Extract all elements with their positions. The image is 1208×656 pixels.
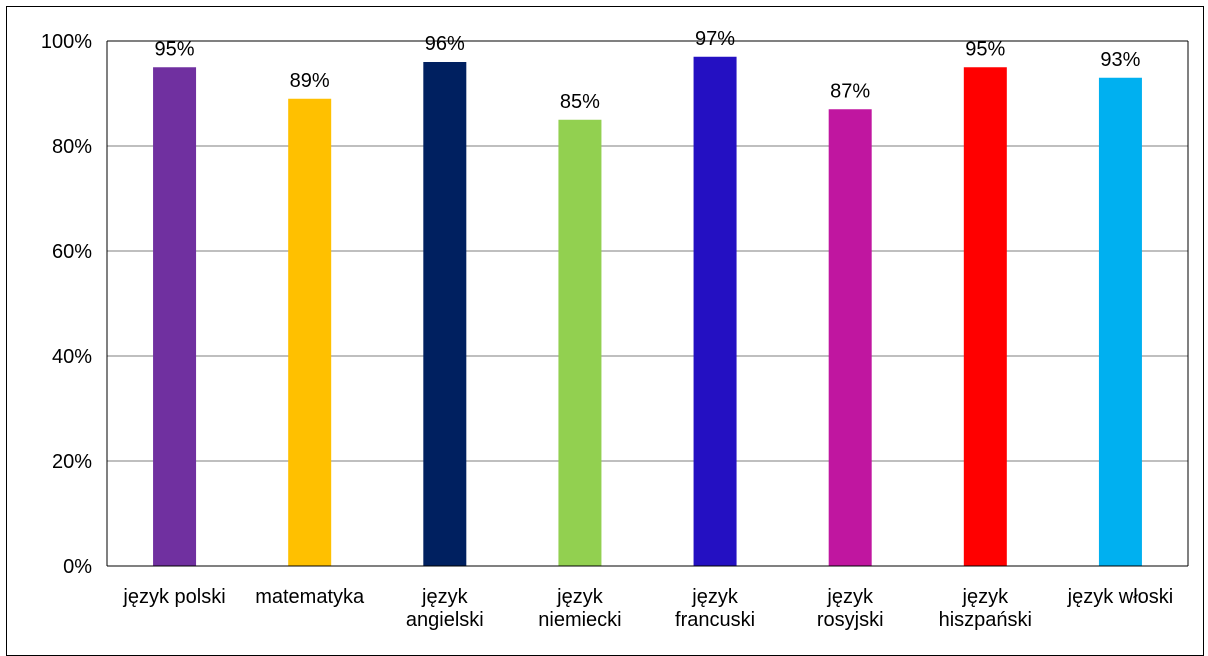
data-label: 93%: [1100, 49, 1140, 71]
bar: [423, 62, 467, 566]
y-tick-label: 20%: [52, 451, 92, 473]
x-tick-label: język polski: [122, 586, 225, 608]
bar: [963, 67, 1007, 566]
gridlines: [107, 40, 1188, 462]
bar: [558, 119, 602, 566]
bar: [828, 109, 872, 566]
bar: [288, 98, 332, 566]
data-label: 89%: [290, 70, 330, 92]
x-tick-label: język angielski: [406, 586, 484, 631]
x-tick-label: matematyka: [255, 586, 365, 608]
y-tick-label: 60%: [52, 241, 92, 263]
x-tick-label: język francuski: [675, 586, 755, 631]
y-tick-label: 100%: [41, 31, 92, 53]
y-tick-label: 80%: [52, 136, 92, 158]
data-label: 95%: [965, 38, 1005, 60]
labels: 0% 20% 40% 60% 80% 100% 95% język polski 89% mate…: [41, 28, 1173, 631]
bar: [153, 67, 197, 566]
data-label: 95%: [155, 38, 195, 60]
data-label: 85%: [560, 91, 600, 113]
data-label: 97%: [695, 28, 735, 50]
x-tick-label: język hiszpański: [939, 586, 1032, 631]
bar: [1098, 77, 1142, 566]
x-tick-label: język włoski: [1067, 586, 1174, 608]
x-tick-label: język niemiecki: [538, 586, 621, 631]
data-label: 87%: [830, 80, 870, 102]
y-tick-label: 40%: [52, 346, 92, 368]
x-tick-label: język rosyjski: [817, 586, 884, 631]
y-tick-label: 0%: [63, 556, 92, 578]
bars: [153, 56, 1142, 566]
axes: [106, 40, 1189, 567]
data-label: 96%: [425, 33, 465, 55]
bar: [693, 56, 737, 566]
